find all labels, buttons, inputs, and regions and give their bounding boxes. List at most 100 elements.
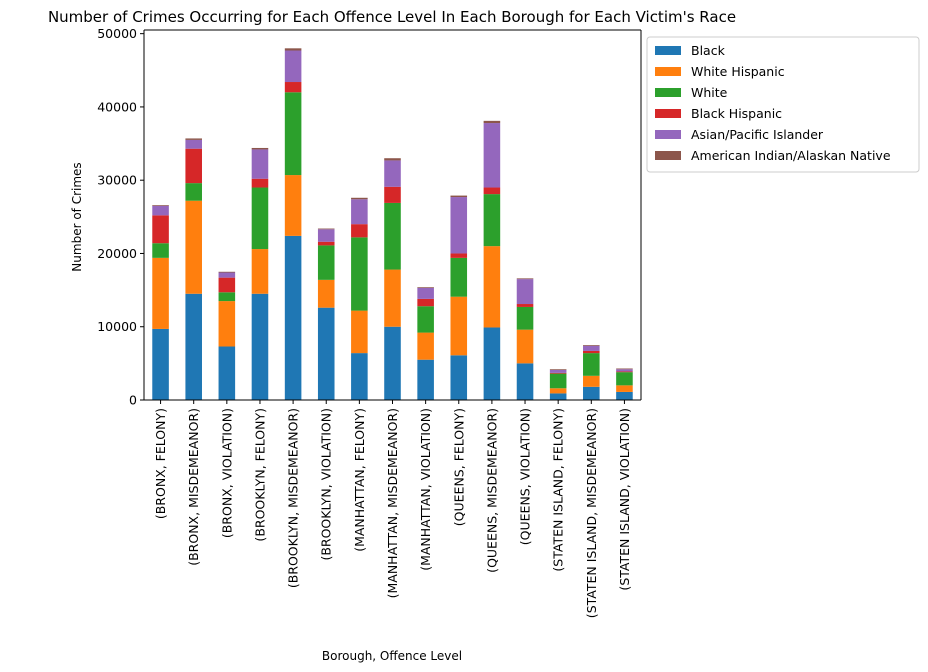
bar-segment-5-12	[549, 369, 567, 370]
bar-segment-5-4	[284, 48, 302, 51]
bar-segment-5-11	[516, 278, 534, 280]
bar-segment-0-3	[251, 293, 269, 400]
bar-segment-1-10	[483, 246, 501, 328]
bar-segment-4-9	[450, 197, 468, 254]
bar-segment-0-8	[417, 359, 434, 400]
x-tick-label: (BRONX, VIOLATION)	[219, 408, 234, 538]
bar-segment-3-9	[450, 253, 468, 258]
bar-segment-3-5	[317, 241, 335, 246]
bar-segment-1-11	[516, 329, 534, 364]
legend-swatch-2	[655, 88, 681, 97]
bar-segment-3-6	[351, 224, 368, 238]
x-tick-label: (BRONX, FELONY)	[153, 408, 168, 519]
bar-segment-2-13	[583, 353, 600, 376]
x-tick-label: (BROOKLYN, VIOLATION)	[319, 408, 334, 561]
bar-segment-3-7	[384, 186, 401, 203]
bar-segment-1-4	[284, 175, 302, 236]
legend-label-0: Black	[691, 43, 726, 58]
bar-segment-5-2	[218, 271, 236, 273]
legend-swatch-5	[655, 151, 681, 160]
bar-segment-4-5	[317, 229, 335, 242]
bar-segment-5-14	[616, 368, 633, 370]
legend-swatch-3	[655, 109, 681, 118]
chart-title: Number of Crimes Occurring for Each Offe…	[48, 8, 736, 26]
legend-swatch-4	[655, 130, 681, 139]
bar-segment-3-3	[251, 178, 269, 188]
bar-segment-2-10	[483, 194, 501, 247]
bar-segment-2-4	[284, 92, 302, 176]
bar-segment-4-7	[384, 160, 401, 187]
x-tick-label: (QUEENS, FELONY)	[451, 408, 466, 526]
bar-segment-0-12	[549, 393, 567, 400]
bar-segment-0-10	[483, 327, 501, 400]
bar-segment-4-1	[185, 139, 202, 149]
bar-segment-2-0	[152, 243, 169, 258]
x-tick-label: (STATEN ISLAND, VIOLATION)	[617, 408, 632, 591]
x-tick-label: (STATEN ISLAND, MISDEMEANOR)	[584, 408, 599, 618]
bar-segment-1-13	[583, 375, 600, 387]
bar-segment-0-13	[583, 386, 600, 400]
bar-segment-2-11	[516, 306, 534, 330]
bar-segment-4-4	[284, 50, 302, 83]
bar-segment-5-13	[583, 345, 600, 346]
bar-segment-1-5	[317, 279, 335, 308]
bar-segment-0-2	[218, 346, 236, 400]
bar-segment-4-11	[516, 279, 534, 305]
y-tick-label: 40000	[97, 99, 137, 114]
bar-segment-2-2	[218, 292, 236, 302]
x-axis: (BRONX, FELONY) (BRONX, MISDEMEANOR) (BRON…	[144, 399, 641, 618]
bar-segment-2-6	[351, 237, 368, 311]
legend-label-3: Black Hispanic	[691, 106, 782, 121]
y-tick-label: 30000	[97, 173, 137, 188]
bar-segment-1-0	[152, 257, 169, 329]
bar-segment-4-6	[351, 199, 368, 225]
bar-segment-4-3	[251, 149, 269, 179]
bar-segment-0-4	[284, 235, 302, 400]
bar-segment-1-3	[251, 249, 269, 294]
bar-segment-0-5	[317, 307, 335, 400]
bar-segment-5-5	[317, 228, 335, 230]
legend-label-4: Asian/Pacific Islander	[691, 127, 824, 142]
x-tick-label: (MANHATTAN, MISDEMEANOR)	[385, 408, 400, 598]
bar-segment-5-1	[185, 138, 202, 140]
bar-segment-1-7	[384, 269, 401, 327]
bar-segment-4-10	[483, 123, 501, 188]
x-tick-label: (BROOKLYN, MISDEMEANOR)	[286, 408, 301, 588]
bar-segment-3-0	[152, 215, 169, 244]
bar-segment-4-2	[218, 272, 236, 278]
legend-swatch-1	[655, 67, 681, 76]
bar-segment-1-8	[417, 332, 434, 360]
bar-segment-2-12	[549, 373, 567, 389]
bar-segment-4-13	[583, 345, 600, 351]
bar-segment-2-14	[616, 372, 633, 386]
bar-segment-3-10	[483, 187, 501, 195]
legend-swatch-0	[655, 46, 681, 55]
y-tick-label: 10000	[97, 319, 137, 334]
bar-segment-5-9	[450, 195, 468, 198]
bar-segment-2-3	[251, 187, 269, 250]
x-tick-label: (MANHATTAN, FELONY)	[352, 408, 367, 552]
bar-segment-2-1	[185, 183, 202, 201]
bar-segment-0-0	[152, 328, 169, 400]
bar-segment-4-12	[549, 369, 567, 373]
bar-segment-3-4	[284, 82, 302, 93]
bar-segment-4-14	[616, 369, 633, 372]
bar-segment-3-13	[583, 350, 600, 354]
bar-segment-3-11	[516, 304, 534, 307]
bar-segment-1-12	[549, 388, 567, 394]
x-tick-label: (BRONX, MISDEMEANOR)	[186, 408, 201, 566]
bar-segment-3-12	[549, 372, 567, 374]
bar-segment-0-9	[450, 355, 468, 400]
bar-segment-5-0	[152, 205, 169, 206]
bar-segment-4-0	[152, 205, 169, 216]
bar-segment-3-14	[616, 371, 633, 373]
bar-segment-3-1	[185, 148, 202, 184]
bar-segment-5-8	[417, 287, 434, 288]
bar-segment-0-1	[185, 293, 202, 400]
y-axis: 0 10000 20000 30000 40000 50000	[97, 26, 145, 408]
legend: Black White Hispanic White Black Hispanic As…	[646, 36, 920, 173]
x-tick-label: (QUEENS, VIOLATION)	[518, 408, 533, 545]
x-tick-label: (BROOKLYN, FELONY)	[252, 408, 267, 542]
bar-segment-0-6	[351, 353, 368, 400]
